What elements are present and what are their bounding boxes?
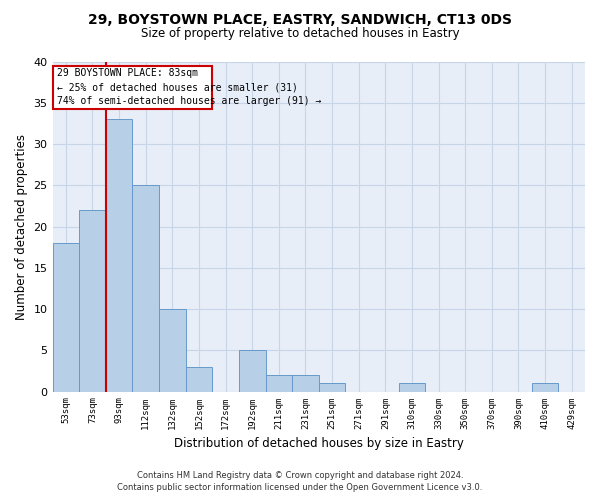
Bar [133,186,159,392]
Text: 29, BOYSTOWN PLACE, EASTRY, SANDWICH, CT13 0DS: 29, BOYSTOWN PLACE, EASTRY, SANDWICH, CT… [88,12,512,26]
Bar [79,210,106,392]
FancyBboxPatch shape [53,66,212,110]
Bar [53,243,79,392]
Text: 29 BOYSTOWN PLACE: 83sqm
← 25% of detached houses are smaller (31)
74% of semi-d: 29 BOYSTOWN PLACE: 83sqm ← 25% of detach… [56,68,321,106]
Y-axis label: Number of detached properties: Number of detached properties [15,134,28,320]
Bar [266,375,292,392]
Text: Contains HM Land Registry data © Crown copyright and database right 2024.
Contai: Contains HM Land Registry data © Crown c… [118,471,482,492]
Bar [532,384,559,392]
Bar [292,375,319,392]
Bar [106,120,133,392]
Bar [239,350,266,392]
Bar [398,384,425,392]
Bar [185,367,212,392]
X-axis label: Distribution of detached houses by size in Eastry: Distribution of detached houses by size … [174,437,464,450]
Bar [319,384,346,392]
Bar [159,309,185,392]
Text: Size of property relative to detached houses in Eastry: Size of property relative to detached ho… [140,28,460,40]
